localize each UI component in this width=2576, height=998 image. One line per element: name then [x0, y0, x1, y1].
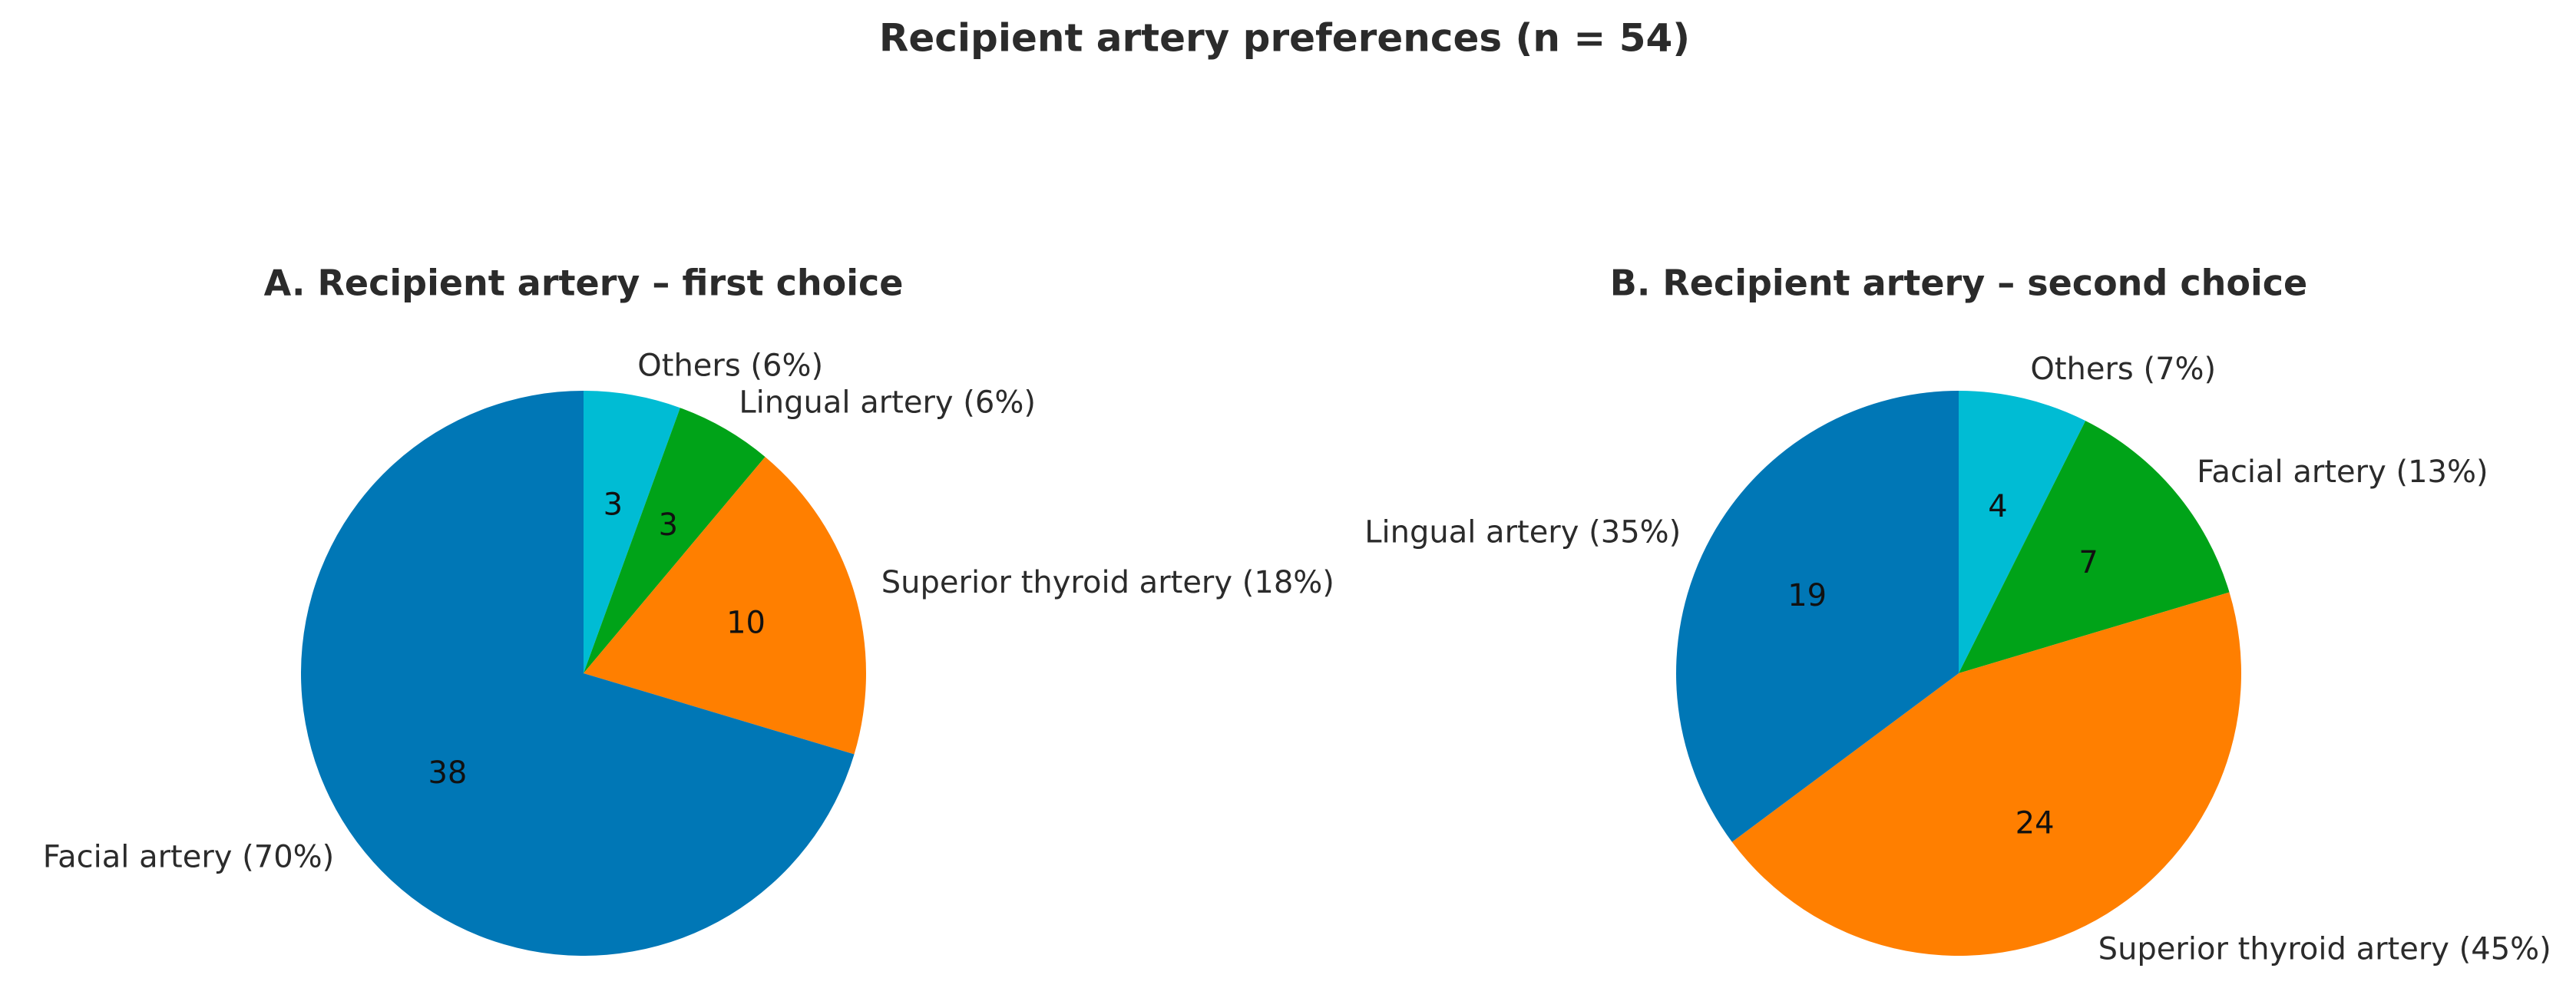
pie-slice [584, 457, 866, 755]
pie-slice [1959, 391, 2086, 673]
pie-slice [301, 391, 855, 956]
slice-label: Others (7%) [2030, 352, 2216, 387]
slice-count: 4 [1988, 489, 2007, 524]
slice-label: Facial artery (13%) [2197, 454, 2488, 490]
slice-count: 3 [603, 487, 623, 523]
pie-slice [1959, 421, 2230, 673]
pie-slice [584, 408, 766, 673]
chart-title: B. Recipient artery – second choice [1610, 263, 2307, 304]
slice-count: 10 [726, 606, 766, 641]
slice-count: 19 [1787, 578, 1827, 613]
slice-count: 24 [2015, 805, 2055, 841]
chart-title: A. Recipient artery – first choice [264, 263, 904, 304]
slice-count: 3 [659, 507, 678, 543]
slice-label: Superior thyroid artery (45%) [2098, 932, 2551, 967]
pie-slice [584, 391, 680, 673]
slice-label: Others (6%) [637, 348, 823, 383]
slice-label: Superior thyroid artery (18%) [881, 565, 1334, 600]
slice-count: 38 [428, 755, 467, 791]
slice-label: Lingual artery (35%) [1364, 514, 1681, 550]
figure-title: Recipient artery preferences (n = 54) [879, 16, 1690, 61]
slice-count: 7 [2078, 545, 2098, 580]
pie-slice [1676, 391, 1959, 842]
slice-label: Lingual artery (6%) [739, 385, 1036, 420]
pie-slice [1731, 592, 2241, 957]
slice-label: Facial artery (70%) [43, 840, 335, 875]
